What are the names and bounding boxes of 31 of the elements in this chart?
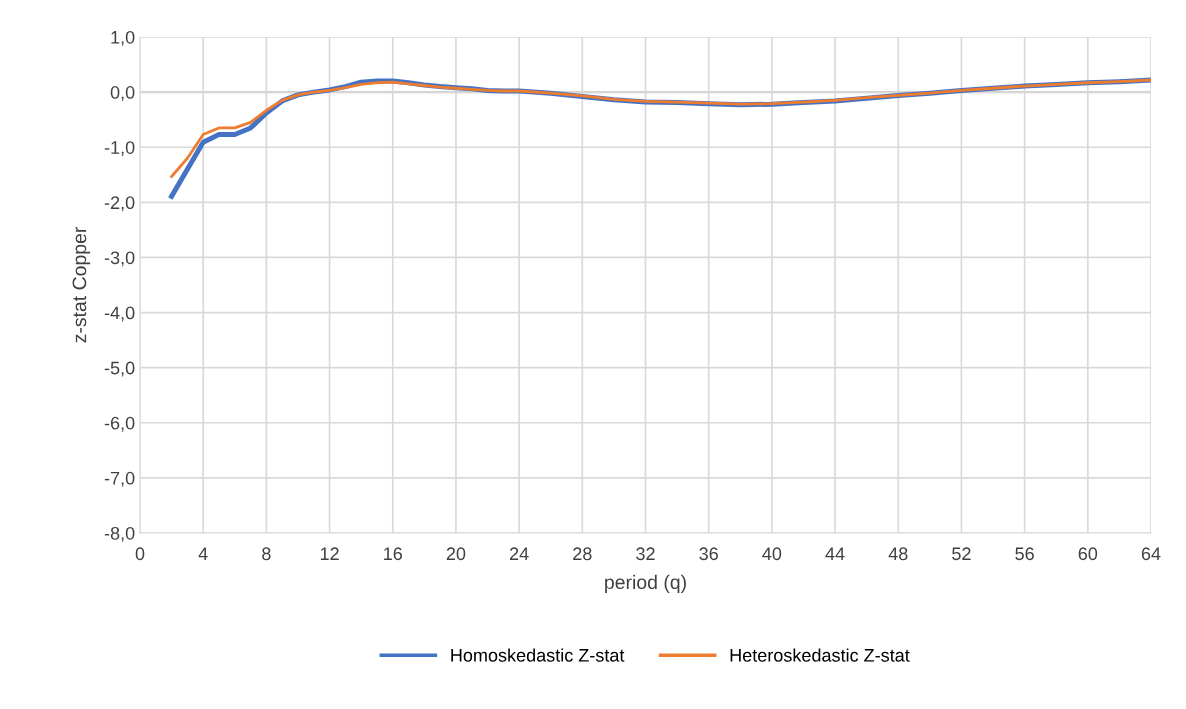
x-tick-label: 4: [198, 547, 208, 560]
x-tick-label: 28: [573, 547, 592, 561]
x-tick-label: 0: [135, 547, 145, 561]
x-tick-label: 36: [699, 547, 718, 561]
x-tick-label: 12: [320, 547, 339, 560]
legend-label: Heteroskedastic Z-stat: [730, 648, 910, 662]
y-tick-label: 0,0: [110, 86, 135, 101]
y-tick-label: -1,0: [104, 141, 135, 157]
x-tick-label: 56: [1015, 547, 1034, 561]
x-tick-label: 52: [952, 547, 971, 561]
x-tick-label: 60: [1078, 547, 1098, 561]
x-axis-title: period (q): [605, 574, 686, 593]
x-tick-label: 8: [262, 547, 271, 561]
y-tick-label: -5,0: [104, 361, 135, 377]
y-tick-label: -6,0: [104, 416, 135, 432]
y-tick-label: -8,0: [104, 526, 135, 542]
x-tick-label: 40: [762, 547, 782, 561]
y-tick-label: 1,0: [111, 30, 135, 46]
x-tick-label: 64: [1141, 547, 1161, 561]
y-axis-title: z-stat Copper: [72, 226, 91, 343]
y-tick-label: -7,0: [104, 471, 135, 487]
x-tick-label: 48: [888, 547, 908, 561]
legend-label: Homoskedastic Z-stat: [451, 648, 625, 662]
x-tick-label: 16: [384, 547, 402, 561]
y-tick-label: -4,0: [104, 306, 135, 322]
x-tick-label: 20: [446, 547, 466, 561]
x-tick-label: 32: [636, 547, 655, 561]
y-tick-label: -2,0: [104, 196, 135, 212]
y-tick-label: -3,0: [104, 251, 135, 267]
x-tick-label: 44: [825, 547, 845, 560]
x-tick-label: 24: [509, 547, 529, 560]
